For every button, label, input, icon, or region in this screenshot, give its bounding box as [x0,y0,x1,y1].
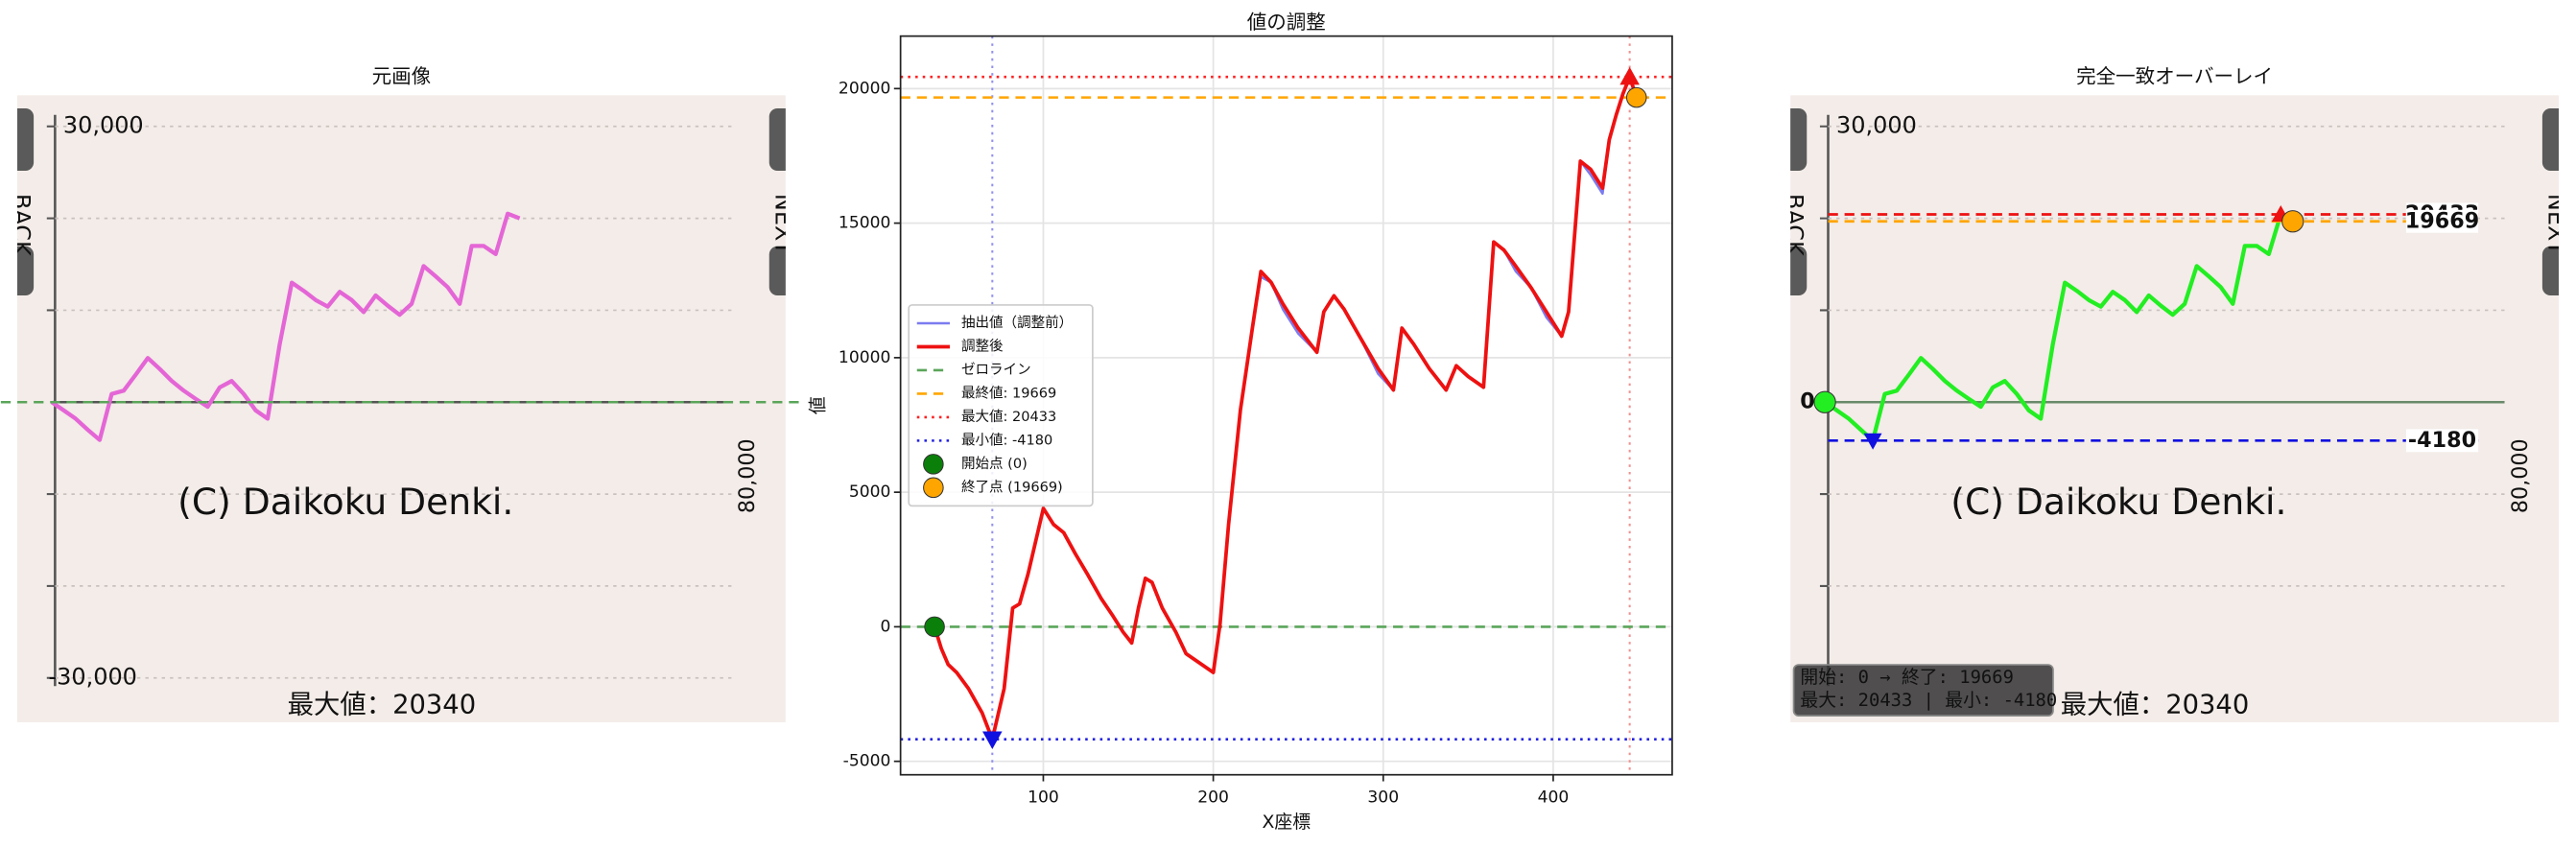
point-marker [982,731,1003,749]
panel-title: 元画像 [372,64,432,87]
y-tick-label: -30,000 [49,664,137,691]
y-tick-label: 5000 [849,482,891,502]
legend-label: ゼロライン [961,362,1031,378]
nav-label: NEXT [769,194,796,255]
watermark: (C) Daikoku Denki. [177,481,513,523]
nav-tab [16,107,35,171]
x-tick-label: 200 [1197,788,1229,808]
legend-swatch [923,477,944,499]
legend-box [908,304,1094,507]
image: BACK NEXT 30,000 80,000 (C) Daikoku Denki. 最大… [1782,95,2570,722]
reference-label-bg [2405,429,2479,453]
plot-frame [899,35,1673,776]
x-axis-label: X座標 [1263,812,1312,833]
info-text: 開始: 0 → 終了: 19669 [1800,667,2014,688]
watermark: (C) Daikoku Denki. [1950,481,2286,523]
nav-tab [16,246,35,296]
image-background [1790,95,2559,722]
point-marker [2281,210,2304,233]
nav-label: BACK [1782,194,1808,257]
nav-tab [1790,107,1808,171]
nav-tab [768,246,786,296]
image: BACK NEXT 30,000 -30,000 80,000 (C) Daikoku D… [8,95,796,722]
info-text: 最大: 20433 | 最小: -4180 [1800,690,2057,711]
nav-label: BACK [8,194,35,257]
side-label: 80,000 [2508,438,2533,513]
y-axis-label: 値 [808,396,829,414]
point-marker [1813,390,1836,413]
series-line [50,211,521,442]
side-label: 80,000 [735,438,760,513]
zero-label: 0 [1800,389,1814,414]
nav-tab [768,107,786,171]
legend-label: 調整後 [961,338,1004,354]
y-tick-label: 30,000 [63,112,144,139]
legend-swatch [923,454,944,475]
reference-label-bg [2405,209,2479,233]
nav-tab [1790,246,1808,296]
series-line [933,75,1639,741]
x-tick-label: 300 [1367,788,1399,808]
reference-label: -4180 [2408,428,2476,453]
series-line [1823,212,2294,443]
chart-title: 値の調整 [1247,11,1326,34]
point-marker [1619,66,1640,85]
legend-label: 開始点 (0) [961,456,1028,472]
y-tick-label: 20000 [839,79,890,98]
y-tick-label: 15000 [839,214,890,233]
image-background [17,95,786,722]
point-marker [1625,86,1647,108]
x-tick-label: 400 [1538,788,1570,808]
nav-label: NEXT [2543,194,2570,255]
y-tick-label: 30,000 [1836,112,1917,139]
legend-label: 最小値: -4180 [961,432,1052,448]
y-tick-label: 10000 [839,348,890,367]
panel-title: 完全一致オーバーレイ [2076,64,2273,87]
y-tick-label: -5000 [843,752,891,771]
info-box [1792,664,2054,717]
footer-label: 最大値：20340 [288,690,476,719]
reference-label: 19669 [2405,208,2479,233]
footer-label: 最大値：20340 [2061,690,2249,719]
nav-tab [2541,107,2559,171]
point-marker [1863,433,1882,450]
point-marker [924,616,945,638]
legend-label: 最終値: 19669 [961,385,1056,401]
legend-label: 抽出値（調整前） [961,315,1073,331]
legend-label: 最大値: 20433 [961,409,1056,425]
x-tick-label: 100 [1028,788,1059,808]
nav-tab [2541,246,2559,296]
y-tick-label: 0 [880,617,890,636]
legend-label: 終了点 (19669) [961,479,1063,495]
